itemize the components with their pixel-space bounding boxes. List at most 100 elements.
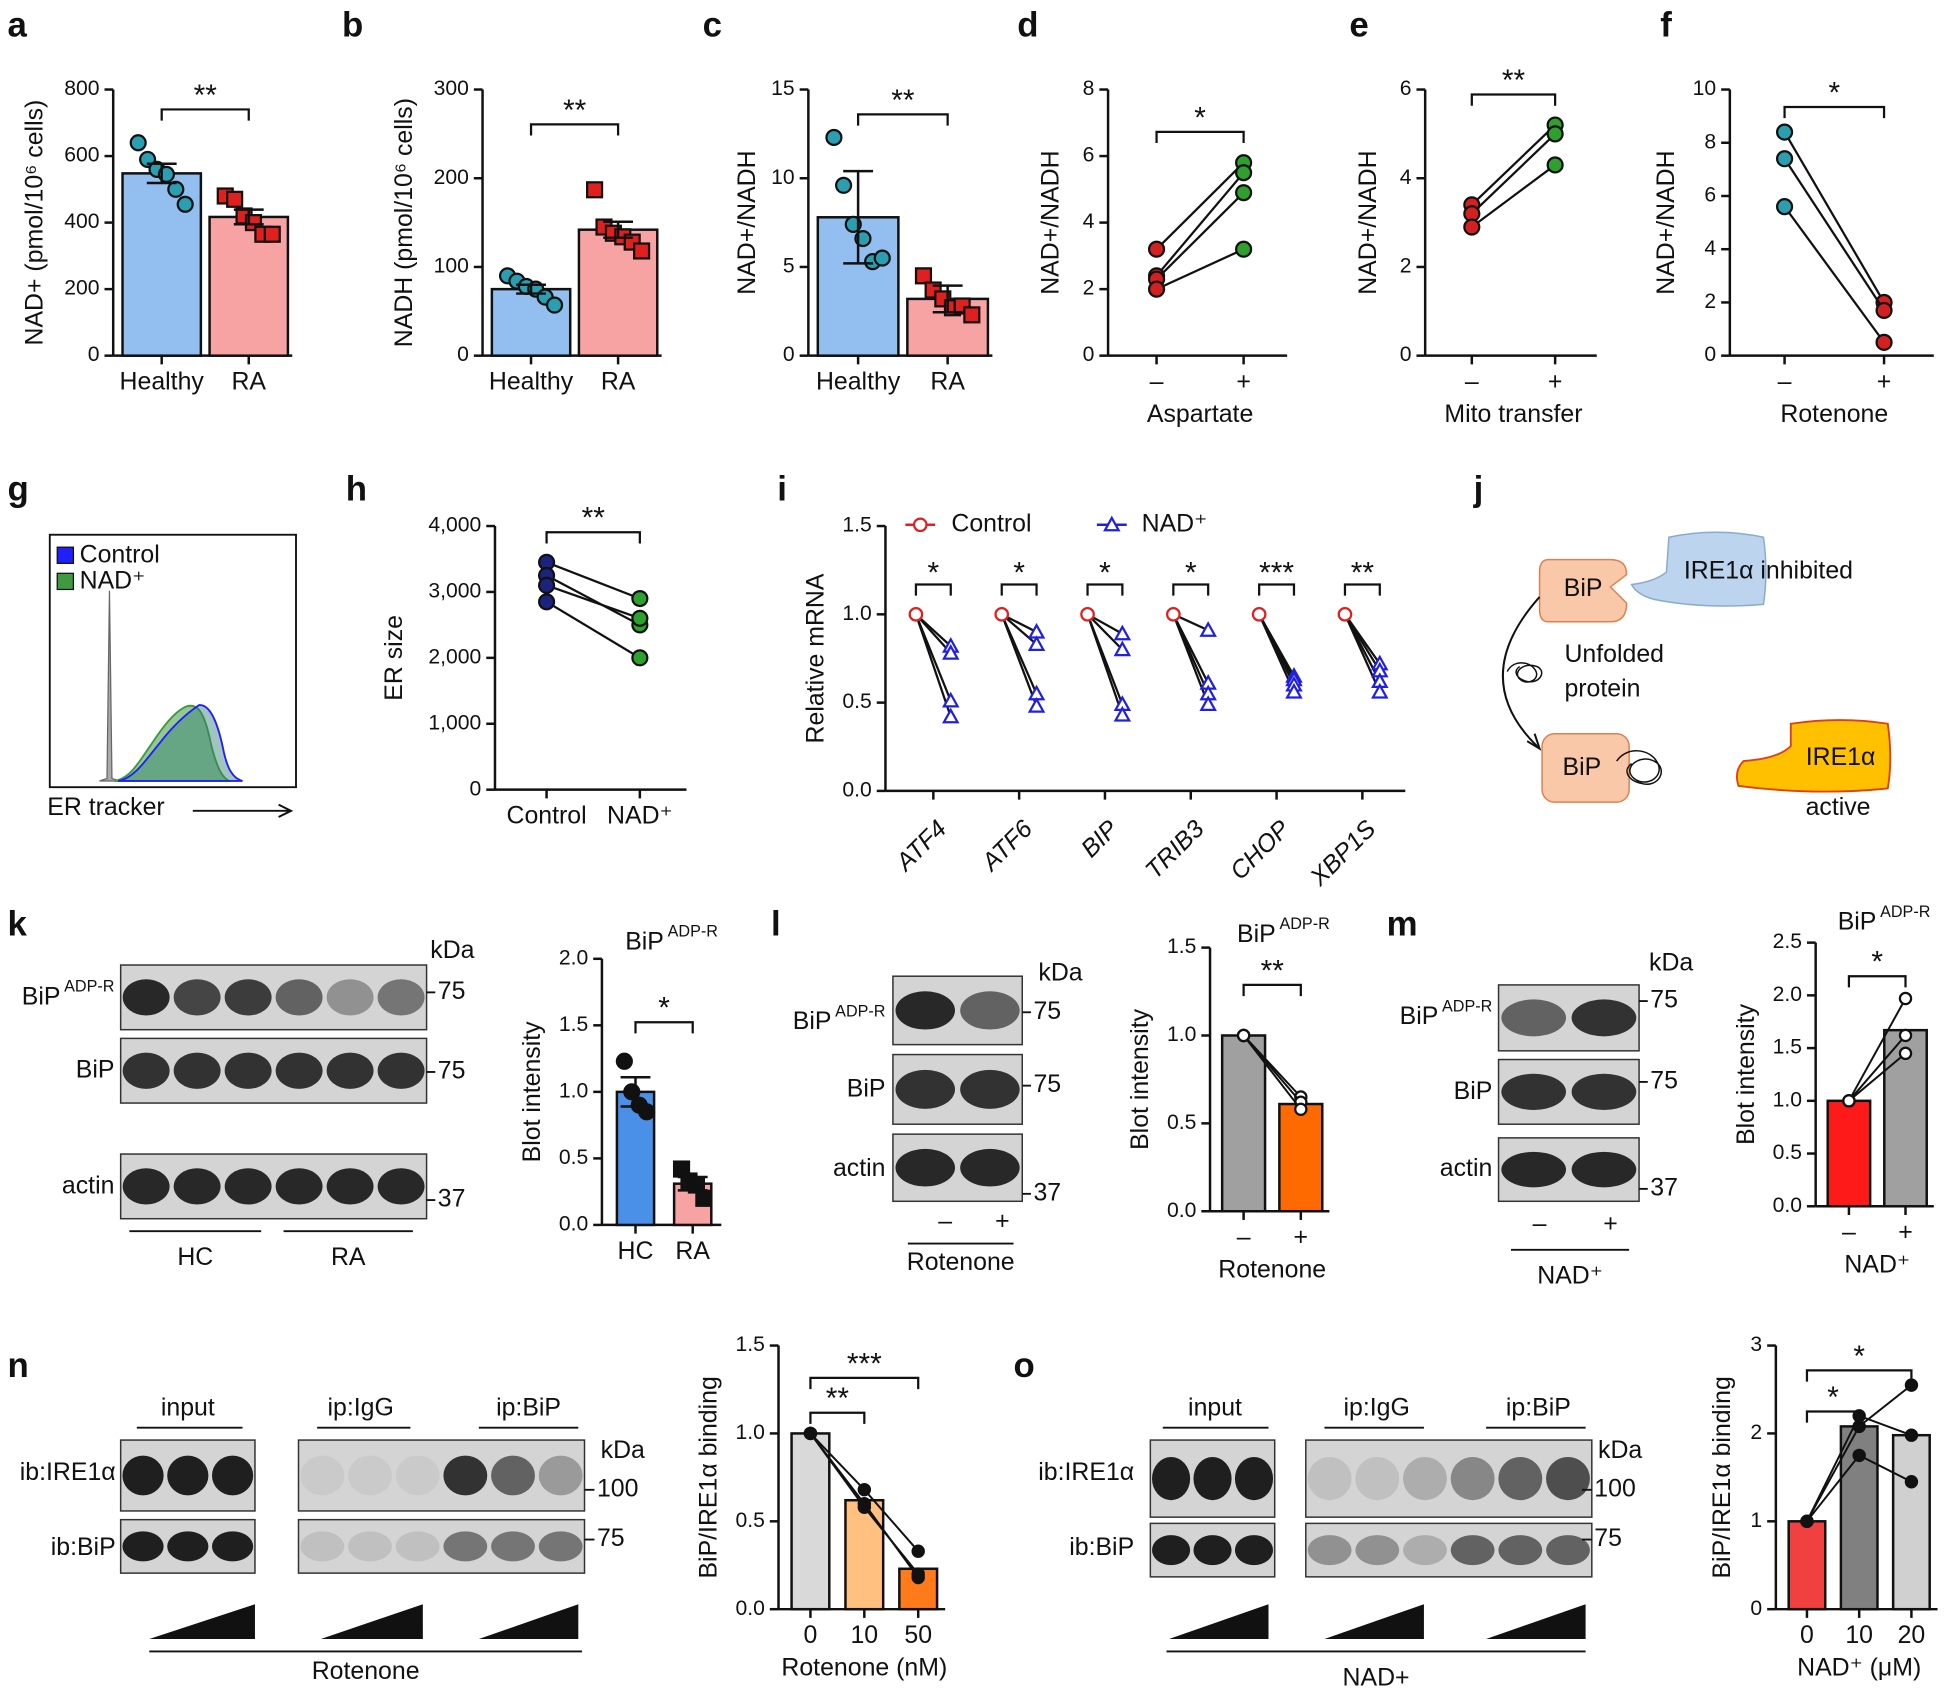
- blot-row-label-main: BiP: [22, 982, 61, 1010]
- error-bar: [516, 283, 546, 295]
- x-axis-label: NAD⁺ (μM): [1797, 1653, 1921, 1681]
- data-point: [1775, 198, 1794, 216]
- y-tick-label: 3,000: [428, 580, 481, 603]
- significance-bracket: [529, 123, 620, 136]
- data-point: [1337, 606, 1353, 622]
- significance-bracket: [545, 531, 641, 544]
- panel-label: g: [7, 469, 28, 508]
- blot-row-label-main: BiP: [76, 1055, 115, 1083]
- data-point: [226, 190, 244, 208]
- y-tick-label: 1.0: [735, 1421, 764, 1444]
- panel-label: l: [771, 905, 781, 944]
- y-tick-label: 0.5: [1167, 1111, 1196, 1134]
- pair-line: [1783, 158, 1885, 312]
- x-tick-label: ATF6: [975, 815, 1038, 878]
- blot-panel: [1305, 1439, 1593, 1518]
- blot-band: [1234, 1535, 1274, 1566]
- y-tick-label: 800: [64, 77, 99, 100]
- data-point: [911, 1567, 925, 1581]
- data-point: [1027, 635, 1046, 651]
- significance-label: **: [563, 94, 587, 127]
- significance-bracket: [1086, 583, 1124, 596]
- y-tick-label: 300: [434, 77, 469, 100]
- x-tick-label: TRIB3: [1140, 815, 1210, 885]
- panel-label: n: [7, 1346, 28, 1385]
- error-bar: [932, 284, 963, 314]
- pair-line: [1086, 613, 1124, 651]
- y-tick-label: 0.5: [842, 690, 871, 713]
- error-bar: [843, 169, 874, 265]
- y-tick-label: 1.5: [1773, 1036, 1802, 1059]
- panel-label: i: [777, 469, 787, 508]
- y-tick-label: 1.0: [559, 1079, 588, 1102]
- x-tick-label: XBP1S: [1304, 815, 1381, 892]
- blot-row-label: BiP ADP-R: [1400, 998, 1493, 1030]
- blot-row-label: BiP: [76, 1055, 115, 1083]
- chart-title-sup: ADP-R: [1880, 903, 1930, 921]
- blot-band: [1403, 1457, 1447, 1501]
- significance-bracket: [1805, 1369, 1913, 1382]
- x-tick-label: +: [1898, 1218, 1913, 1246]
- dose-wedge: [1486, 1604, 1586, 1640]
- blot-band: [491, 1455, 535, 1496]
- kda-title: kDa: [1649, 948, 1693, 976]
- data-point: [1199, 695, 1217, 711]
- data-point: [1800, 1514, 1814, 1529]
- blot-panel: [1305, 1522, 1593, 1578]
- group-label: HC: [177, 1243, 213, 1271]
- density-curve: [117, 704, 243, 782]
- blot-band: [443, 1531, 488, 1562]
- data-point: [1775, 123, 1794, 141]
- data-point: [1904, 1475, 1919, 1489]
- y-tick-label: 1.5: [1167, 935, 1196, 958]
- blot-band: [1193, 1457, 1232, 1501]
- x-tick-label: NAD⁺: [607, 802, 673, 830]
- blot-band: [326, 1168, 374, 1205]
- bar: [790, 1432, 831, 1611]
- blot-band: [1152, 1457, 1191, 1501]
- x-tick-label: Control: [507, 802, 587, 830]
- kda-label: 37: [1650, 1173, 1678, 1201]
- blot-band: [960, 991, 1020, 1030]
- data-point: [1166, 606, 1181, 622]
- error-bar: [620, 1075, 651, 1108]
- y-tick-label: 0: [457, 343, 469, 366]
- kda-title: kDa: [430, 936, 474, 964]
- replicate-line: [1848, 1052, 1907, 1102]
- x-tick-label: –: [1778, 368, 1792, 396]
- blot-row-label-main: BiP: [847, 1074, 886, 1102]
- group-label: ip:IgG: [328, 1394, 394, 1422]
- unfolded-protein: [1616, 750, 1662, 785]
- y-axis-label: Blot intensity: [1732, 1003, 1760, 1145]
- pair-line: [1471, 164, 1556, 228]
- x-tick-label: RA: [675, 1237, 710, 1265]
- chart-title: BiP ADP-R: [1838, 903, 1931, 935]
- replicate-line: [1848, 1034, 1907, 1102]
- panel-label: k: [7, 905, 27, 944]
- y-tick-label: 4,000: [428, 514, 481, 537]
- panel-label: m: [1387, 905, 1418, 944]
- significance-bracket: [1172, 583, 1210, 596]
- pair-line: [1156, 248, 1245, 291]
- x-tick-label: CHOP: [1225, 815, 1296, 886]
- blot-row-label-main: actin: [62, 1171, 115, 1199]
- blot-band: [443, 1455, 488, 1496]
- diagram-label: BiP: [1564, 574, 1603, 602]
- pair-line: [1086, 613, 1124, 716]
- group-label: ip:BiP: [1506, 1394, 1571, 1422]
- x-tick-label: –: [1237, 1223, 1251, 1251]
- y-axis-label: BiP/IRE1α binding: [1708, 1376, 1736, 1578]
- blot-band: [1355, 1457, 1400, 1501]
- y-tick-label: 2: [1750, 1421, 1762, 1444]
- blot-panel: [297, 1518, 586, 1574]
- diagram-label: Unfolded: [1564, 640, 1664, 668]
- panel-label: f: [1660, 6, 1672, 45]
- x-tick-label: RA: [601, 368, 636, 396]
- blot-band: [300, 1531, 345, 1562]
- legend-marker: [1103, 515, 1121, 532]
- blot-row-label-main: actin: [833, 1154, 886, 1182]
- legend-label: NAD⁺: [80, 567, 146, 595]
- diagram-label: IRE1α inhibited: [1684, 557, 1853, 585]
- panel-label: c: [703, 6, 722, 45]
- group-label: input: [1188, 1394, 1242, 1422]
